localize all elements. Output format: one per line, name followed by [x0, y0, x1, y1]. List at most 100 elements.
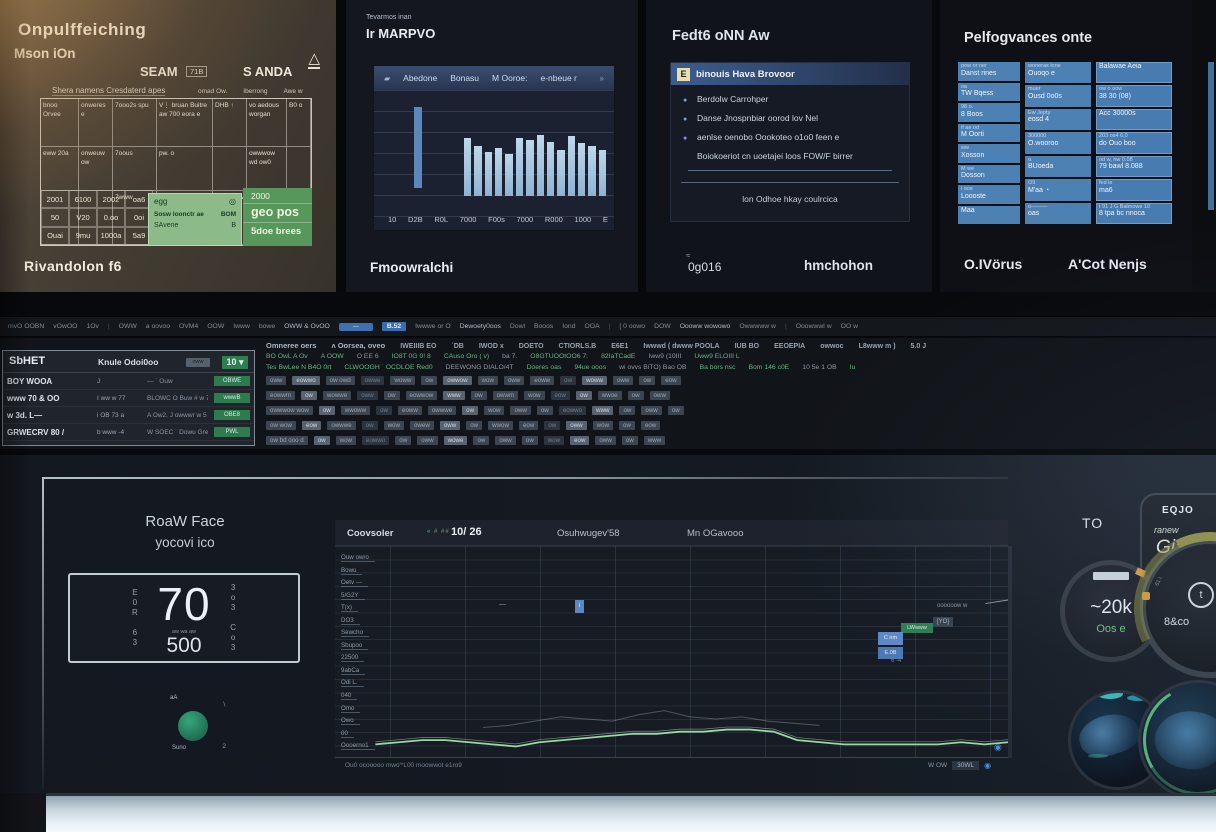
- menubar-item[interactable]: 1Ov: [86, 323, 99, 330]
- quote-cell[interactable]: ow: [619, 406, 636, 415]
- quotes-header[interactable]: IUB BO: [734, 343, 760, 350]
- watchlist-row[interactable]: BOY WOOA J — ˙ Ouw OBWE: [3, 373, 254, 390]
- chart-green-tag[interactable]: LWwww: [901, 623, 933, 633]
- grid-cell[interactable]: onweuw ow: [79, 147, 113, 191]
- grid-cell[interactable]: bnoo Orvee: [41, 99, 79, 147]
- performance-cell[interactable]: Acc 30000s: [1096, 108, 1172, 131]
- quotes-header[interactable]: 5.0 J: [910, 343, 927, 350]
- quotes-header[interactable]: IWEIIIB EO: [400, 343, 437, 350]
- watchlist-row[interactable]: www 70 & OO I ww w 77 BLOWC O Buw # w 7%…: [3, 390, 254, 407]
- performance-cell[interactable]: 300000 O.wooroo: [1025, 132, 1091, 154]
- num-cell[interactable]: 1000a: [97, 226, 125, 245]
- quote-cell[interactable]: oww: [510, 406, 531, 415]
- grid-cell[interactable]: onweres e: [79, 99, 113, 147]
- grid-cell[interactable]: DHB ↑: [213, 99, 247, 147]
- quote-cell[interactable]: ow: [421, 376, 438, 385]
- menubar-item[interactable]: Dewoety0oos: [459, 323, 501, 330]
- quote-cell[interactable]: oww: [266, 376, 287, 385]
- performance-cell[interactable]: t 91 J G Balmowe 10 8 tpa bc nnoca: [1096, 202, 1172, 224]
- facts-list-item[interactable]: Boiokoeriot cn uoetajei loos FOW/F birre…: [683, 151, 897, 161]
- quote-cell[interactable]: wwoe: [597, 391, 622, 400]
- grid-cell[interactable]: 7oous: [113, 147, 157, 191]
- menubar-item[interactable]: |: [608, 323, 611, 330]
- quote-cell[interactable]: eowwo: [292, 376, 320, 385]
- quotes-header[interactable]: Iwwwd ( dwww POOLA: [643, 343, 720, 350]
- quote-cell[interactable]: ow: [575, 391, 592, 400]
- menubar-item[interactable]: —: [338, 322, 373, 331]
- facts-list-item[interactable]: ● Berdolw Carrohper: [683, 94, 897, 104]
- menubar-item[interactable]: Iwwwe or O: [415, 323, 451, 330]
- quote-cell[interactable]: wow: [383, 421, 404, 430]
- quote-cell[interactable]: eow: [550, 391, 570, 400]
- quote-cell[interactable]: eow: [570, 436, 590, 445]
- quote-cell[interactable]: ow: [536, 406, 553, 415]
- performance-cell[interactable]: o. BUoeda: [1025, 155, 1091, 178]
- menubar-item[interactable]: OOW: [207, 323, 225, 330]
- menubar-item[interactable]: DOW: [654, 323, 671, 330]
- quote-cell[interactable]: eowwm: [266, 391, 295, 400]
- quote-cell[interactable]: ow: [462, 406, 479, 415]
- globe-widget-2[interactable]: [1138, 680, 1216, 800]
- quote-cell[interactable]: ow: [361, 421, 378, 430]
- quote-cell[interactable]: owwe: [360, 376, 385, 385]
- grid-cell[interactable]: eww 20a: [41, 147, 79, 191]
- num-cell[interactable]: Ouai: [41, 226, 69, 245]
- quotes-header[interactable]: IWOD x: [478, 343, 504, 350]
- grid-cell[interactable]: [287, 147, 311, 191]
- performance-cell[interactable]: 203 os4 6.0 do Ouo boo: [1096, 132, 1172, 154]
- quote-cell[interactable]: oww: [495, 436, 516, 445]
- chart-gray-tag[interactable]: [YO]: [933, 617, 953, 627]
- quote-cell[interactable]: ow: [313, 436, 330, 445]
- performance-cell[interactable]: pow or ner Danst rines: [958, 62, 1020, 81]
- quote-cell[interactable]: ow: [627, 391, 644, 400]
- performance-cell[interactable]: if ae od M Oorti: [958, 123, 1020, 142]
- performance-cell[interactable]: O9 M'aa ◔: [1025, 179, 1091, 201]
- grid-cell[interactable]: [41, 191, 79, 245]
- performance-cell[interactable]: Balawae Aeia: [1096, 62, 1172, 84]
- quote-cell[interactable]: owwwe: [327, 421, 356, 430]
- quote-cell[interactable]: oww: [612, 376, 634, 385]
- chart-footer-pill[interactable]: 30WL: [952, 761, 980, 770]
- quote-cell[interactable]: ow: [466, 421, 483, 430]
- performance-cell[interactable]: o——— oas: [1025, 202, 1091, 224]
- quote-cell[interactable]: ow: [639, 376, 656, 385]
- quote-cell[interactable]: oww: [417, 436, 438, 445]
- quote-cell[interactable]: eoww: [398, 406, 422, 415]
- facts-list-item[interactable]: ● Danse Jnospnbiar oorod lov Nel: [683, 113, 897, 123]
- gauge-dial[interactable]: 61 i. t 8&co: [1114, 512, 1216, 704]
- quote-cell[interactable]: ow: [621, 436, 638, 445]
- performance-cell[interactable]: ww Xosson: [958, 144, 1020, 163]
- quote-cell[interactable]: ow wow: [266, 421, 297, 430]
- facts-list-item[interactable]: ● aenlse oenobo Oookoteo o1o0 feen e: [683, 132, 897, 142]
- quote-cell[interactable]: ow: [376, 406, 393, 415]
- performance-cell[interactable]: i oos Loooste: [958, 185, 1020, 204]
- grid-cell[interactable]: owwwow wd ow0: [247, 147, 287, 191]
- num-cell[interactable]: V20: [69, 208, 97, 227]
- watchlist-pill[interactable]: oww: [186, 358, 210, 367]
- tab-scroll-icon[interactable]: »: [599, 73, 604, 83]
- quote-cell[interactable]: wowwe: [322, 391, 352, 400]
- quote-cell[interactable]: oww: [595, 436, 616, 445]
- chart-marker-info[interactable]: i: [575, 600, 584, 613]
- quote-cell[interactable]: ow: [395, 436, 412, 445]
- quote-cell[interactable]: owwow: [443, 376, 472, 385]
- chart-blue-chip-1[interactable]: C nm: [878, 632, 903, 645]
- num-cell[interactable]: 50: [41, 208, 69, 227]
- quote-cell[interactable]: ow: [560, 376, 577, 385]
- quote-cell[interactable]: eow: [640, 421, 661, 430]
- quote-cell[interactable]: eowwo: [362, 436, 390, 445]
- quote-cell[interactable]: ow: [544, 421, 561, 430]
- quote-cell[interactable]: oww: [649, 391, 670, 400]
- quote-cell[interactable]: owwwow wow: [266, 406, 313, 415]
- quote-cell[interactable]: ow: [667, 406, 684, 415]
- tab-4[interactable]: e-nbeue r: [540, 73, 577, 83]
- performance-cell[interactable]: fed le ma6: [1096, 179, 1172, 201]
- quote-cell[interactable]: www: [443, 391, 465, 400]
- menubar-item[interactable]: Iwww: [233, 323, 250, 330]
- quote-cell[interactable]: wow: [543, 436, 565, 445]
- quote-cell[interactable]: wwoww: [340, 406, 371, 415]
- performance-cell[interactable]: M we Dosson: [958, 164, 1020, 183]
- menubar-item[interactable]: [ 0 oowo: [619, 323, 646, 330]
- quote-cell[interactable]: www: [643, 436, 666, 445]
- quote-cell[interactable]: oww: [503, 376, 525, 385]
